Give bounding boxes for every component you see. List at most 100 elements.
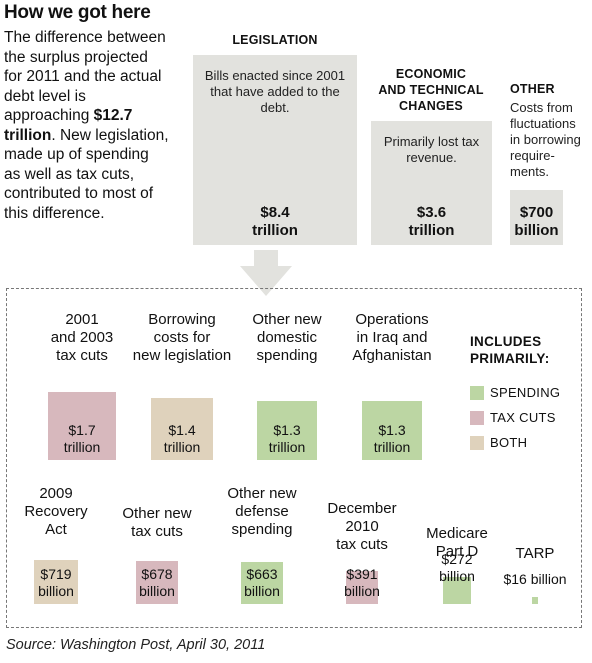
category-label-line: Other new [252,311,322,328]
legend-label: SPENDING [490,385,561,400]
category-label-line: Recovery [24,503,88,520]
value-label-unit: trillion [163,439,201,455]
category-label-line: Medicare [426,525,488,542]
value-label-amount: $391 [346,566,378,582]
value-label-unit: billion [439,567,475,584]
category-label-line: domestic [256,329,318,346]
bar-mark [240,561,284,604]
value-label: $1.3 trillion [342,422,442,459]
legislation-amount-unit: trillion [252,222,298,239]
category-label: Other new tax cuts [92,505,222,541]
legend-swatch [470,436,484,450]
economic-amount-value: $3.6 [416,204,447,221]
breakdown-panel [6,288,582,628]
economic-desc: Primarily lost tax revenue. [383,134,480,165]
bar-mark [33,559,79,604]
value-label-unit: trillion [63,439,101,455]
category-label-line: costs for [153,329,211,346]
value-label: $678 billion [107,566,207,603]
value-label-amount: $678 [141,566,173,582]
legend-label: TAX CUTS [490,410,556,425]
value-label-amount: $1.4 [168,422,196,438]
legend-title-1: INCLUDES [470,334,542,349]
economic-heading-3: CHANGES [399,99,463,113]
bar-mark [531,597,539,604]
category-label-line: Operations [355,311,429,328]
intro-text: The difference between the surplus proje… [4,28,169,223]
legend-swatch [470,411,484,425]
category-label-line: defense [235,503,289,520]
category-label-line: in Iraq and [356,329,428,346]
category-label-line: Afghanistan [352,347,432,364]
intro-highlight: $12.7 trillion [4,107,133,144]
category-label: Other new domestic spending [222,311,352,365]
legend-title: INCLUDES PRIMARILY: [470,333,550,367]
category-label-line: Other new [227,485,297,502]
category-label-line: spending [231,521,293,538]
other-box [510,190,563,245]
economic-heading: ECONOMIC AND TECHNICAL CHANGES [370,66,492,114]
bar-mark [257,400,317,460]
category-label-line: Other new [122,505,192,522]
intro-part-2: . New legislation, made up of spending a… [4,126,169,222]
category-label: Borrowing costs for new legislation [117,311,247,365]
other-amount: $700 billion [505,204,568,240]
bar-mark [135,561,179,604]
category-label-line: tax cuts [131,523,183,540]
bar-mark [443,576,471,604]
bar-mark [345,571,379,604]
legislation-box [193,55,357,245]
economic-heading-1: ECONOMIC [395,67,467,81]
legislation-heading: LEGISLATION [232,33,318,47]
other-desc: Costs from fluctuations in borrowing req… [510,100,581,179]
category-label: Other new defense spending [197,485,327,539]
value-label: $1.7 trillion [32,422,132,459]
category-label: TARP [470,545,592,563]
value-label: $1.3 trillion [237,422,337,459]
value-label: $272 billion [407,551,507,588]
value-label: $663 billion [212,566,312,603]
value-label: $391 billion [312,566,412,603]
value-label-amount: $663 [246,566,278,582]
category-label: 2001 and 2003 tax cuts [17,311,147,365]
category-label: Operations in Iraq and Afghanistan [327,311,457,365]
value-label-unit: billion [139,583,175,599]
value-label-amount: $16 billion [503,571,567,588]
other-amount-value: $700 [519,204,554,221]
legend-label: BOTH [490,435,528,450]
category-label-line: 2009 [39,485,73,502]
value-label-amount: $272 [441,550,473,567]
legislation-amount: $8.4 trillion [193,204,357,240]
category-label-line: TARP [515,545,555,562]
category-label: December 2010 tax cuts [297,500,427,554]
bar-mark [151,398,213,460]
category-label-line: tax cuts [56,347,108,364]
category-label-line: 2001 [65,311,99,328]
category-label: Medicare Part D [392,525,522,561]
economic-amount-unit: trillion [408,222,455,239]
value-label: $1.4 trillion [132,422,232,459]
value-label-amount: $719 [40,566,72,582]
legislation-amount-value: $8.4 [260,204,290,221]
value-label-amount: $1.3 [378,422,406,438]
economic-amount: $3.6 trillion [371,204,492,240]
value-label: $719 billion [6,566,106,603]
value-label-amount: $1.7 [68,422,96,438]
economic-box [371,121,492,245]
value-label-unit: trillion [268,439,306,455]
legend-swatch [470,386,484,400]
category-label-line: tax cuts [336,536,388,553]
category-label-line: December [327,500,397,517]
category-label: 2009 Recovery Act [0,485,121,539]
down-arrow-icon [240,250,292,296]
category-label-line: Borrowing [148,311,216,328]
page-title: How we got here [4,2,151,23]
source-note: Source: Washington Post, April 30, 2011 [6,637,266,653]
intro-part-1: The difference between the surplus proje… [4,29,166,124]
bar-mark [362,400,422,460]
bar-mark [48,392,116,460]
category-label-line: 2010 [345,518,379,535]
category-label-line: and 2003 [50,329,114,346]
value-label-unit: billion [38,583,74,599]
value-label-unit: trillion [373,439,411,455]
